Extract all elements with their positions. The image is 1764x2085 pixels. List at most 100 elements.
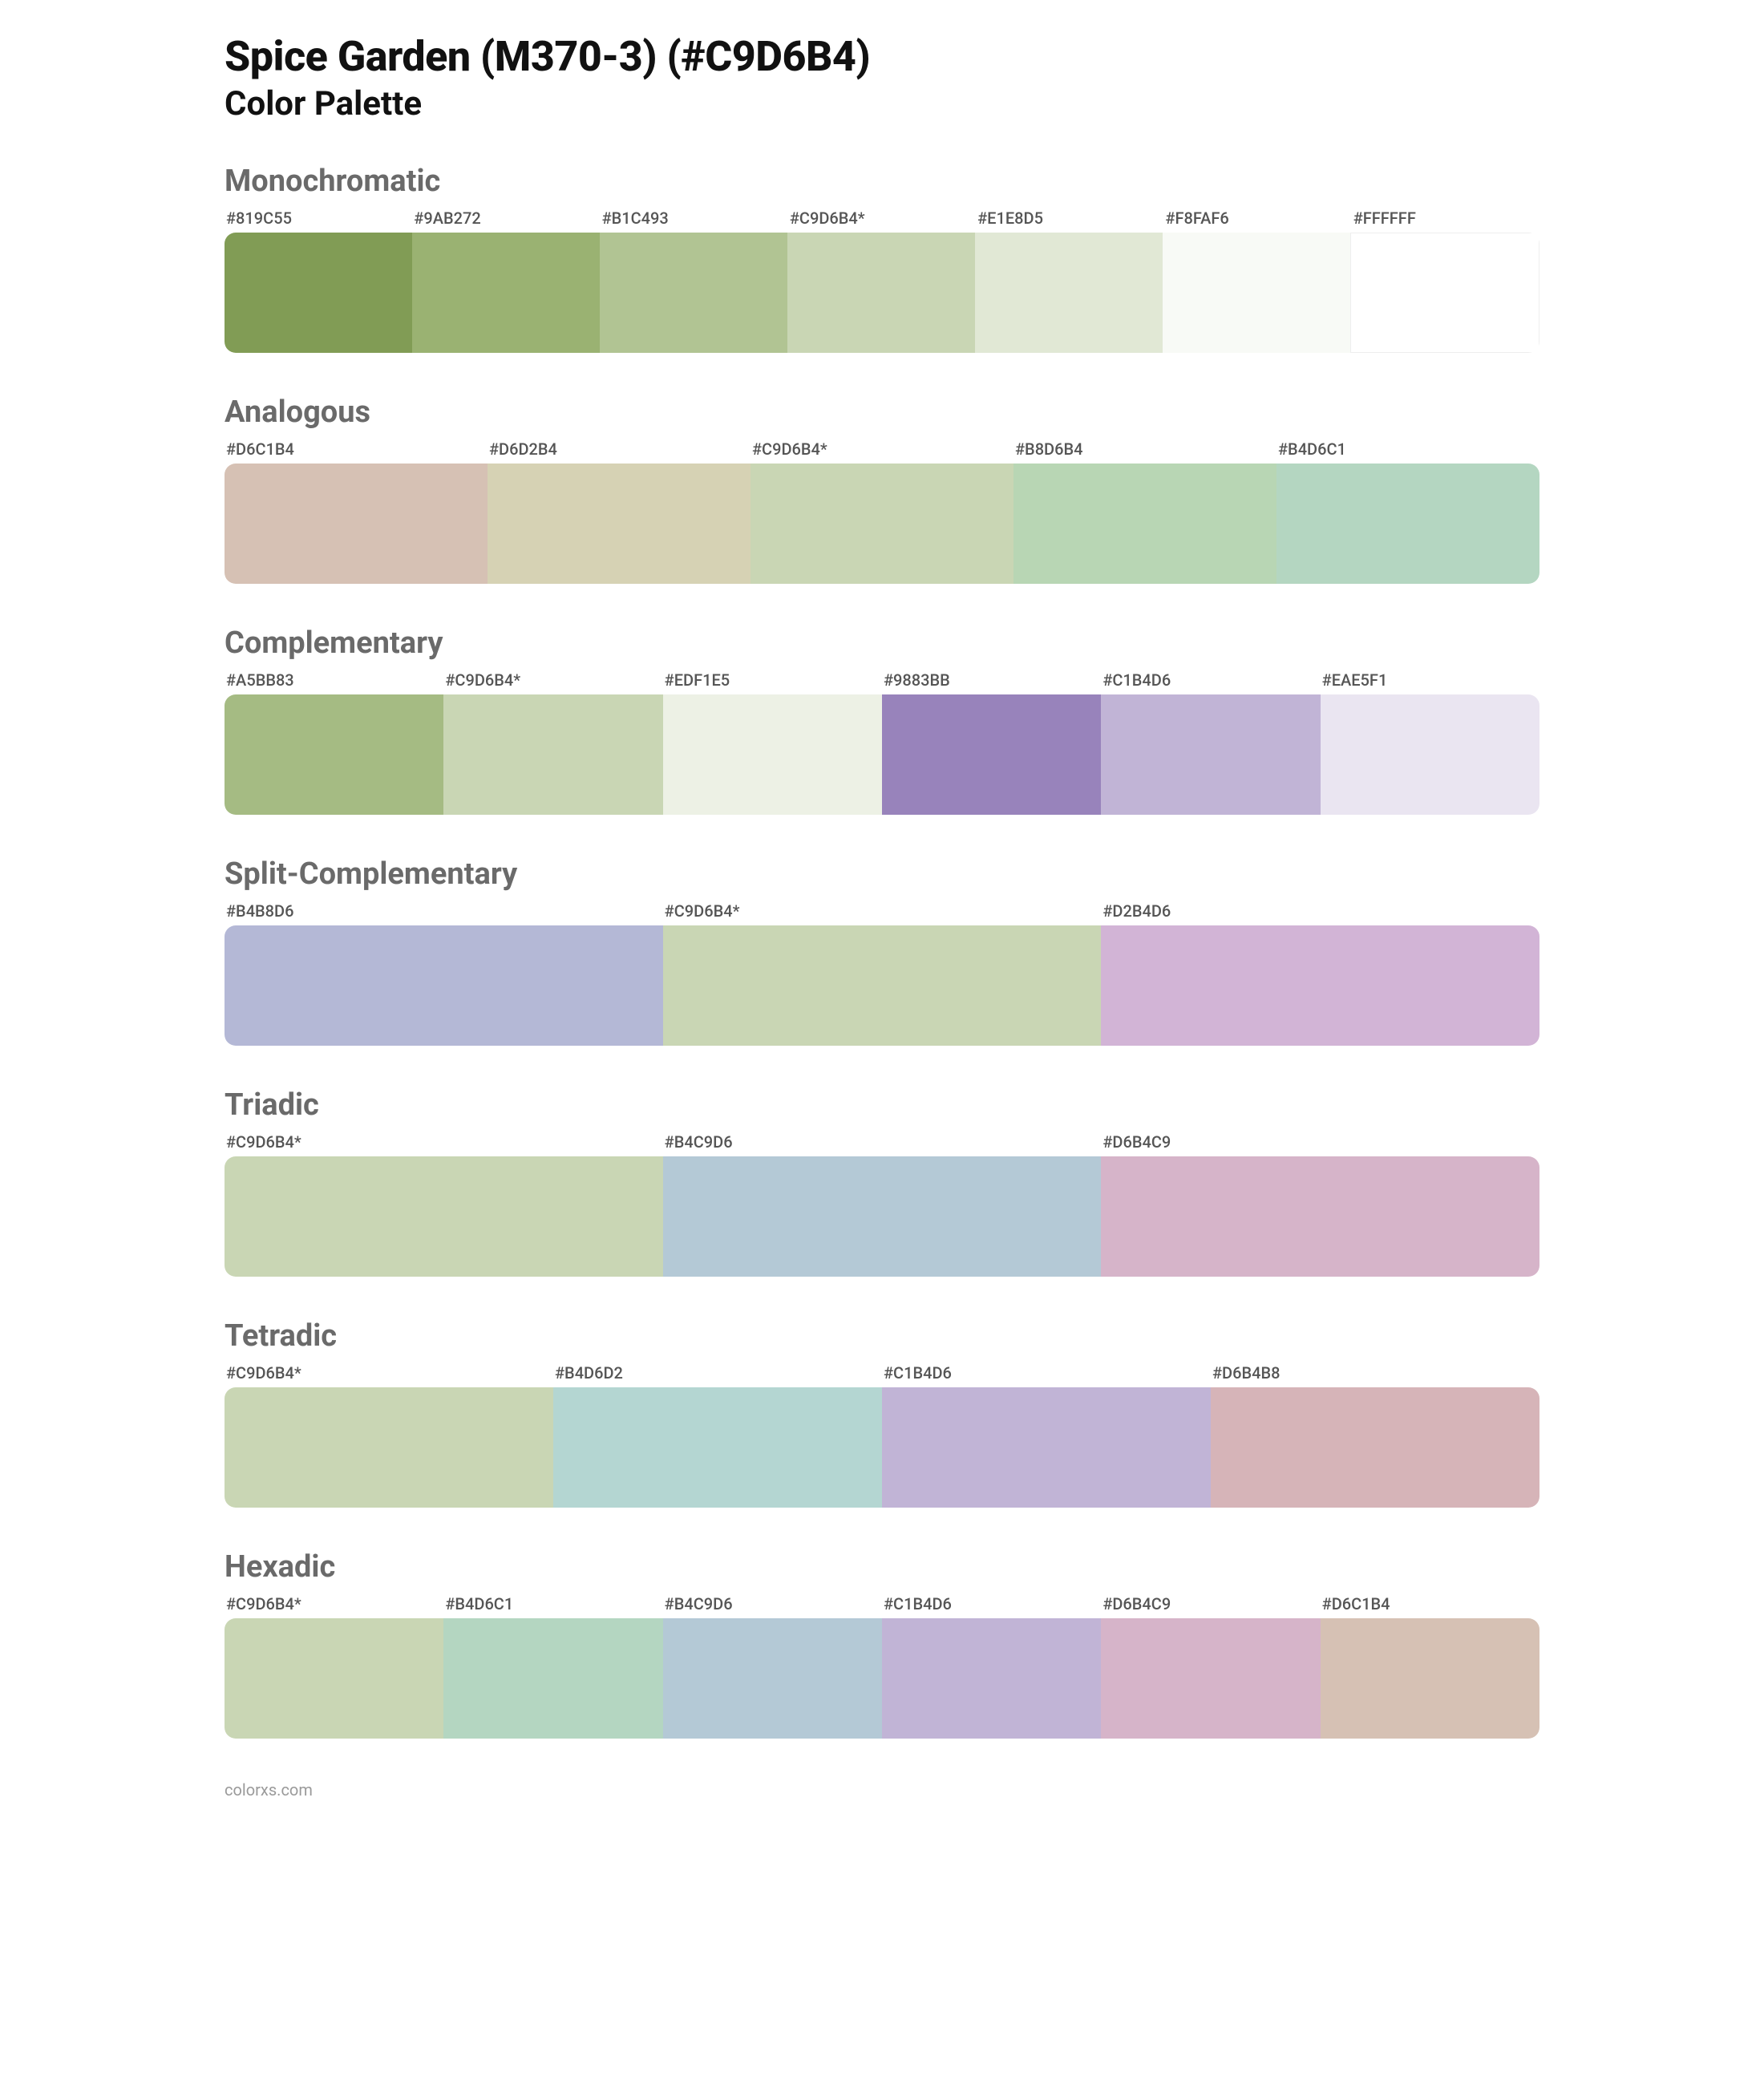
section-title: Tetradic: [225, 1318, 1539, 1354]
swatch-column: #D6D2B4: [488, 436, 751, 464]
swatch-row: [225, 1156, 1539, 1277]
color-swatch[interactable]: [1101, 1618, 1320, 1739]
swatch-label: #C9D6B4*: [225, 1591, 443, 1618]
color-swatch[interactable]: [225, 1618, 443, 1739]
swatch-row: [225, 1618, 1539, 1739]
swatch-label: #D6B4B8: [1211, 1360, 1539, 1387]
swatch-column: #D6B4B8: [1211, 1360, 1539, 1387]
swatch-row: [225, 464, 1539, 584]
swatch-label: #FFFFFF: [1352, 205, 1539, 233]
swatch-label: #9883BB: [882, 667, 1101, 694]
swatch-label: #E1E8D5: [976, 205, 1163, 233]
color-swatch[interactable]: [443, 694, 662, 815]
color-swatch[interactable]: [225, 464, 488, 584]
color-swatch[interactable]: [1350, 233, 1539, 353]
color-swatch[interactable]: [975, 233, 1163, 353]
color-swatch[interactable]: [225, 233, 412, 353]
swatch-column: #D2B4D6: [1101, 898, 1539, 925]
swatch-label: #B8D6B4: [1013, 436, 1276, 464]
palette-section: Analogous#D6C1B4#D6D2B4#C9D6B4*#B8D6B4#B…: [225, 395, 1539, 584]
swatch-column: #D6C1B4: [1321, 1591, 1539, 1618]
color-swatch[interactable]: [882, 694, 1101, 815]
swatch-column: #B4B8D6: [225, 898, 663, 925]
swatch-label: #819C55: [225, 205, 412, 233]
color-swatch[interactable]: [600, 233, 787, 353]
color-swatch[interactable]: [1276, 464, 1539, 584]
section-title: Analogous: [225, 395, 1539, 430]
swatch-column: #C1B4D6: [1101, 667, 1320, 694]
color-swatch[interactable]: [787, 233, 975, 353]
swatch-label: #EDF1E5: [663, 667, 882, 694]
palette-section: Monochromatic#819C55#9AB272#B1C493#C9D6B…: [225, 164, 1539, 353]
swatch-row: [225, 1387, 1539, 1508]
color-swatch[interactable]: [1321, 694, 1539, 815]
swatch-label: #B4D6D2: [553, 1360, 882, 1387]
swatch-column: #C9D6B4*: [751, 436, 1013, 464]
page-title: Spice Garden (M370-3) (#C9D6B4): [225, 32, 1539, 81]
swatch-row: [225, 694, 1539, 815]
color-swatch[interactable]: [882, 1618, 1101, 1739]
color-swatch[interactable]: [1321, 1618, 1539, 1739]
swatch-column: #E1E8D5: [976, 205, 1163, 233]
color-swatch[interactable]: [1101, 694, 1320, 815]
section-title: Split-Complementary: [225, 856, 1539, 892]
palette-section: Hexadic#C9D6B4*#B4D6C1#B4C9D6#C1B4D6#D6B…: [225, 1549, 1539, 1739]
color-swatch[interactable]: [663, 1618, 882, 1739]
swatch-label: #C9D6B4*: [225, 1129, 663, 1156]
swatch-column: #EDF1E5: [663, 667, 882, 694]
swatch-column: #B4D6C1: [443, 1591, 662, 1618]
palette-section: Triadic #C9D6B4*#B4C9D6#D6B4C9: [225, 1087, 1539, 1277]
color-swatch[interactable]: [488, 464, 751, 584]
color-swatch[interactable]: [1163, 233, 1350, 353]
swatch-column: #D6B4C9: [1101, 1129, 1539, 1156]
swatch-label: #C1B4D6: [882, 1360, 1211, 1387]
swatch-column: #F8FAF6: [1163, 205, 1351, 233]
swatch-label: #D6D2B4: [488, 436, 751, 464]
swatch-column: #9883BB: [882, 667, 1101, 694]
swatch-label: #C9D6B4*: [788, 205, 976, 233]
palette-section: Split-Complementary #B4B8D6#C9D6B4*#D2B4D…: [225, 856, 1539, 1046]
swatch-label: #C9D6B4*: [751, 436, 1013, 464]
swatch-label: #D6B4C9: [1101, 1129, 1539, 1156]
swatch-label: #B4C9D6: [663, 1129, 1102, 1156]
swatch-label: #C9D6B4*: [443, 667, 662, 694]
color-swatch[interactable]: [663, 1156, 1102, 1277]
swatch-column: #9AB272: [412, 205, 600, 233]
swatch-column: #D6B4C9: [1101, 1591, 1320, 1618]
color-swatch[interactable]: [1101, 925, 1539, 1046]
swatch-label: #D2B4D6: [1101, 898, 1539, 925]
swatch-column: #C1B4D6: [882, 1591, 1101, 1618]
color-swatch[interactable]: [1013, 464, 1276, 584]
footer-credit: colorxs.com: [225, 1780, 1539, 1800]
color-swatch[interactable]: [663, 694, 882, 815]
color-swatch[interactable]: [553, 1387, 882, 1508]
swatch-column: #C9D6B4*: [443, 667, 662, 694]
swatch-column: #EAE5F1: [1321, 667, 1539, 694]
swatch-label: #F8FAF6: [1163, 205, 1351, 233]
color-swatch[interactable]: [225, 925, 663, 1046]
color-swatch[interactable]: [225, 1387, 553, 1508]
color-swatch[interactable]: [1211, 1387, 1539, 1508]
swatch-column: #C9D6B4*: [225, 1591, 443, 1618]
color-swatch[interactable]: [751, 464, 1013, 584]
swatch-label: #B4D6C1: [1276, 436, 1539, 464]
swatch-column: #C1B4D6: [882, 1360, 1211, 1387]
color-swatch[interactable]: [225, 1156, 663, 1277]
swatch-column: #B4C9D6: [663, 1129, 1102, 1156]
color-swatch[interactable]: [443, 1618, 662, 1739]
section-title: Triadic: [225, 1087, 1539, 1123]
swatch-column: #C9D6B4*: [663, 898, 1102, 925]
color-swatch[interactable]: [1101, 1156, 1539, 1277]
swatch-column: #C9D6B4*: [225, 1129, 663, 1156]
swatch-column: #A5BB83: [225, 667, 443, 694]
palette-section: Complementary#A5BB83#C9D6B4*#EDF1E5#9883…: [225, 626, 1539, 815]
swatch-row: [225, 233, 1539, 353]
swatch-column: #B1C493: [601, 205, 788, 233]
color-swatch[interactable]: [882, 1387, 1211, 1508]
page-subtitle: Color Palette: [225, 84, 1539, 123]
palette-sections: Monochromatic#819C55#9AB272#B1C493#C9D6B…: [225, 164, 1539, 1739]
color-swatch[interactable]: [663, 925, 1102, 1046]
color-swatch[interactable]: [412, 233, 600, 353]
color-swatch[interactable]: [225, 694, 443, 815]
swatch-column: #FFFFFF: [1352, 205, 1539, 233]
